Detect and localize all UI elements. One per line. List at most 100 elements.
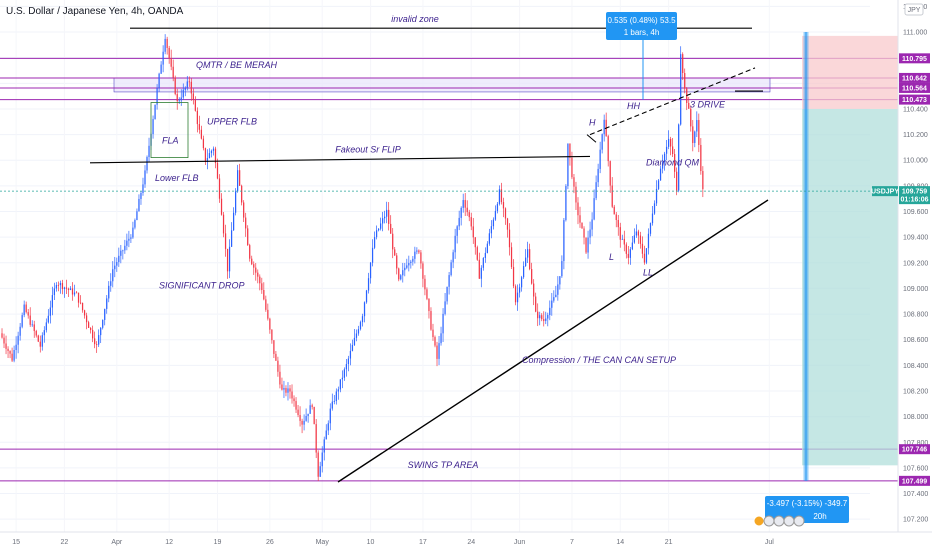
candle-body xyxy=(361,316,364,323)
candle-body xyxy=(245,217,247,229)
hh-dashed-line xyxy=(589,67,756,136)
candle-body xyxy=(629,249,631,258)
candle-body xyxy=(684,73,686,89)
candle-body xyxy=(676,171,678,191)
y-tick-label: 110.200 xyxy=(903,132,928,139)
y-tick-label: 109.200 xyxy=(903,260,928,267)
candle-body xyxy=(468,212,470,218)
candle-body xyxy=(305,416,307,421)
candle-body xyxy=(281,384,283,390)
candle-body xyxy=(476,247,478,260)
badge-icon[interactable] xyxy=(773,515,785,527)
candle-body xyxy=(394,249,396,256)
drawings-layer: invalid zone QMTR / BE MERAH UPPER FLB FLA F… xyxy=(89,14,769,483)
price-axis[interactable]: 107.200 107.400 107.600 107.800 108.000 108.2… xyxy=(897,0,930,532)
candle-body xyxy=(692,126,694,143)
candle-body xyxy=(510,247,513,267)
candle-body xyxy=(279,371,281,385)
replay-badges[interactable] xyxy=(753,515,805,527)
candle-body xyxy=(591,219,593,230)
candle-body xyxy=(61,283,64,290)
candle-body xyxy=(665,146,668,154)
candle-body xyxy=(329,408,331,424)
candle-body xyxy=(190,81,192,94)
candle-body xyxy=(110,281,112,286)
candle-body xyxy=(184,87,186,90)
candle-body xyxy=(408,263,410,266)
candle-body xyxy=(178,100,180,102)
candle-body xyxy=(438,343,440,359)
candle-body xyxy=(587,237,589,253)
candle-body xyxy=(283,388,285,390)
candle-body xyxy=(327,423,329,431)
y-tick-label: 108.000 xyxy=(903,414,928,421)
currency-badge: JPY xyxy=(904,3,924,16)
candle-body xyxy=(657,180,660,189)
candle-body xyxy=(67,288,70,290)
x-tick-label: Jun xyxy=(514,539,525,546)
candle-body xyxy=(335,391,337,402)
candle-body xyxy=(186,81,188,88)
measure-tooltip-bottom: -3.497 (-3.15%) -349.7 20h xyxy=(765,496,849,523)
candle-body xyxy=(420,252,422,264)
candle-body xyxy=(516,292,519,303)
time-axis[interactable]: 15 22 Apr 12 19 26 May 10 17 24 Jun 7 14 21 Jul xyxy=(0,531,932,546)
candle-body xyxy=(134,219,136,228)
badge-icon[interactable] xyxy=(763,515,775,527)
candle-body xyxy=(206,158,209,162)
x-tick-label: 24 xyxy=(467,539,475,546)
y-tick-label: 107.400 xyxy=(903,491,928,498)
candle-body xyxy=(390,223,392,234)
candle-body xyxy=(106,298,108,309)
candle-body xyxy=(444,301,446,314)
level-price-tag-label: 107.499 xyxy=(902,478,927,485)
candle-body xyxy=(208,153,211,159)
candle-body xyxy=(416,250,418,252)
candle-body xyxy=(559,276,561,285)
candle-body xyxy=(464,200,466,208)
candle-body xyxy=(579,215,581,223)
level-price-tag-label: 110.795 xyxy=(902,56,927,63)
candle-body xyxy=(458,217,460,227)
candle-body xyxy=(595,182,597,199)
candle-body xyxy=(176,94,178,102)
candle-body xyxy=(287,388,289,393)
candle-body xyxy=(585,237,587,253)
annotation-label: invalid zone xyxy=(391,14,439,24)
candle-body xyxy=(621,238,623,240)
candle-body xyxy=(116,262,118,266)
candle-body xyxy=(575,186,577,203)
candle-body xyxy=(212,148,215,151)
badge-icon[interactable] xyxy=(793,515,805,527)
candle-body xyxy=(641,243,644,254)
candle-body xyxy=(531,269,533,284)
candle-body xyxy=(639,235,642,244)
candle-body xyxy=(65,287,68,289)
badge-icon[interactable] xyxy=(753,515,765,527)
candle-body xyxy=(670,138,672,147)
badge-icon[interactable] xyxy=(783,515,795,527)
x-tick-label: May xyxy=(316,539,330,546)
candle-body xyxy=(31,324,33,326)
candle-body xyxy=(243,202,245,218)
measure-top-line2: 1 bars, 4h xyxy=(624,28,660,37)
candle-body xyxy=(694,131,696,143)
candle-body xyxy=(494,210,497,220)
candle-body xyxy=(83,310,86,316)
stop-loss-zone[interactable] xyxy=(802,35,898,109)
annotation-label: LL xyxy=(643,268,653,278)
candle-body xyxy=(432,329,434,338)
candle-body xyxy=(426,289,428,299)
candle-body xyxy=(41,335,43,347)
candle-body xyxy=(549,307,551,316)
candle-body xyxy=(90,327,92,330)
candle-body xyxy=(214,148,217,164)
candle-body xyxy=(583,228,585,238)
candle-body xyxy=(194,99,196,111)
take-profit-zone[interactable] xyxy=(802,108,898,466)
x-tick-label: 15 xyxy=(12,539,20,546)
candle-body xyxy=(456,226,458,236)
candle-body xyxy=(160,64,162,74)
candle-body xyxy=(85,315,88,323)
